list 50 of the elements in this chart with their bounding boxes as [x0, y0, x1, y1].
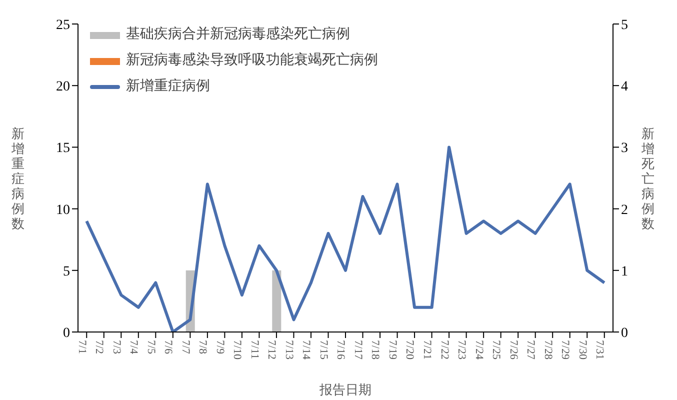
x-tick-label: 7/22 [438, 340, 450, 360]
y2-tick-label: 2 [621, 202, 628, 218]
x-tick-label: 7/12 [266, 340, 278, 360]
y2-tick-label: 4 [621, 80, 628, 95]
x-axis-title: 报告日期 [318, 382, 372, 397]
x-tick-label: 7/20 [404, 340, 416, 360]
x-tick-label: 7/28 [542, 340, 554, 360]
x-tick-label: 7/6 [162, 340, 174, 355]
x-tick-label: 7/13 [282, 340, 295, 360]
x-tick-label: 7/18 [369, 340, 382, 360]
line-series [85, 146, 606, 332]
y2-tick-label: 1 [621, 264, 628, 280]
legend-label: 新冠病毒感染导致呼吸功能衰竭死亡病例 [126, 51, 378, 70]
y2-tick-label: 0 [621, 326, 628, 341]
x-tick-label: 7/17 [352, 340, 364, 360]
y2-tick-label: 5 [621, 18, 628, 33]
x-tick-label: 7/24 [472, 340, 485, 360]
legend-label: 新增重症病例 [126, 77, 210, 96]
x-tick-label: 7/2 [93, 340, 106, 354]
x-tick-label: 7/16 [334, 340, 347, 360]
x-tick-label: 7/14 [300, 340, 312, 360]
x-tick-label: 7/31 [594, 340, 606, 360]
y-tick-label: 10 [56, 202, 70, 218]
x-tick-label: 7/5 [144, 340, 157, 355]
legend-label: 基础疾病合并新冠病毒感染死亡病例 [126, 25, 350, 44]
y-tick-label: 0 [63, 326, 70, 341]
x-tick-label: 7/25 [490, 340, 502, 360]
x-tick-label: 7/9 [214, 340, 226, 355]
y-tick-label: 25 [56, 18, 70, 33]
x-tick-label: 7/30 [576, 340, 588, 360]
x-tick-label: 7/26 [507, 340, 520, 360]
y2-axis-title: 新增死亡病例数 [640, 126, 654, 230]
x-tick-label: 7/27 [524, 340, 537, 360]
x-tick-label: 7/3 [110, 340, 122, 355]
y-tick-label: 5 [63, 264, 70, 280]
x-tick-label: 7/1 [76, 340, 88, 354]
x-tick-label: 7/8 [196, 340, 209, 355]
y2-tick-label: 3 [621, 141, 628, 156]
x-tick-label: 7/11 [248, 340, 260, 360]
x-tick-label: 7/19 [386, 340, 398, 360]
x-tick-label: 7/7 [179, 340, 192, 355]
x-tick-label: 7/4 [128, 340, 140, 355]
x-tick-label: 7/15 [317, 340, 330, 360]
y-tick-label: 20 [56, 80, 70, 95]
x-tick-label: 7/29 [559, 340, 572, 360]
y-tick-label: 15 [56, 141, 70, 156]
x-tick-label: 7/10 [231, 340, 244, 360]
x-tick-label: 7/23 [455, 340, 468, 360]
x-tick-label: 7/21 [420, 340, 433, 360]
y-axis-title: 新增重症病例数 [10, 126, 24, 230]
